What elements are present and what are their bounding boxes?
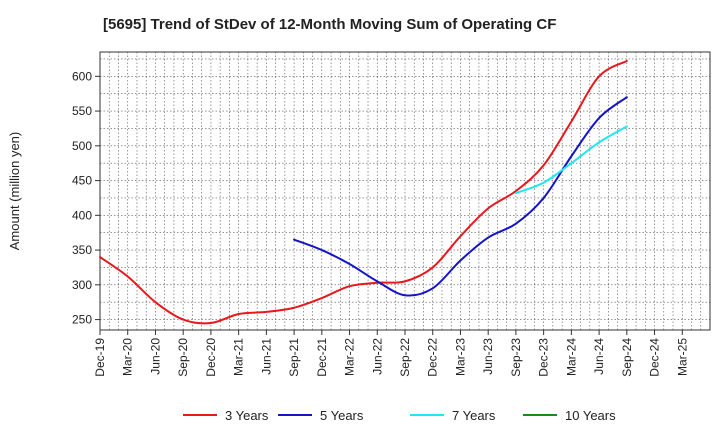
- plot-area: 250 300 350 400 450 500 550 600 Dec-19 Mar-20 Jun-…: [72, 51, 711, 377]
- legend-label: 3 Years: [225, 408, 269, 423]
- legend: 3 Years 5 Years 7 Years 10 Years: [183, 408, 616, 423]
- y-tick-label: 350: [72, 243, 92, 257]
- x-tick-label: Jun-23: [481, 338, 495, 375]
- y-tick-label: 400: [72, 208, 92, 222]
- legend-label: 7 Years: [452, 408, 496, 423]
- y-tick-label: 250: [72, 313, 92, 327]
- legend-label: 5 Years: [320, 408, 364, 423]
- x-tick-label: Mar-25: [675, 338, 689, 376]
- y-tick-label: 550: [72, 104, 92, 118]
- x-tick-label: Jun-24: [592, 338, 606, 375]
- x-tick-label: Sep-21: [287, 338, 301, 377]
- x-tick-label: Sep-22: [398, 338, 412, 377]
- x-tick-label: Dec-24: [648, 338, 662, 377]
- y-tick-label: 450: [72, 174, 92, 188]
- y-tick-label: 500: [72, 139, 92, 153]
- x-tick-label: Jun-22: [370, 338, 384, 375]
- x-tick-label: Dec-20: [204, 338, 218, 377]
- x-tick-label: Dec-19: [93, 338, 107, 377]
- x-tick-label: Mar-24: [564, 338, 578, 376]
- x-tick-label: Sep-23: [509, 338, 523, 377]
- y-tick-label: 600: [72, 69, 92, 83]
- x-tick-label: Jun-20: [148, 338, 162, 375]
- y-tick-label: 300: [72, 278, 92, 292]
- y-axis-title: Amount (million yen): [7, 132, 22, 251]
- x-tick-label: Sep-20: [176, 338, 190, 377]
- x-tick-label: Mar-20: [121, 338, 135, 376]
- x-tick-label: Mar-22: [343, 338, 357, 376]
- chart-title: [5695] Trend of StDev of 12-Month Moving…: [103, 16, 556, 33]
- x-tick-label: Mar-23: [453, 338, 467, 376]
- series-line-7-years: [514, 125, 628, 195]
- x-tick-label: Sep-24: [620, 338, 634, 377]
- legend-label: 10 Years: [565, 408, 616, 423]
- series-line-5-years: [293, 96, 628, 297]
- x-tick-label: Dec-23: [537, 338, 551, 377]
- x-tick-label: Dec-21: [315, 338, 329, 377]
- x-tick-label: Dec-22: [426, 338, 440, 377]
- series-line-3-years: [99, 60, 628, 325]
- x-tick-label: Jun-21: [259, 338, 273, 375]
- x-tick-label: Mar-21: [232, 338, 246, 376]
